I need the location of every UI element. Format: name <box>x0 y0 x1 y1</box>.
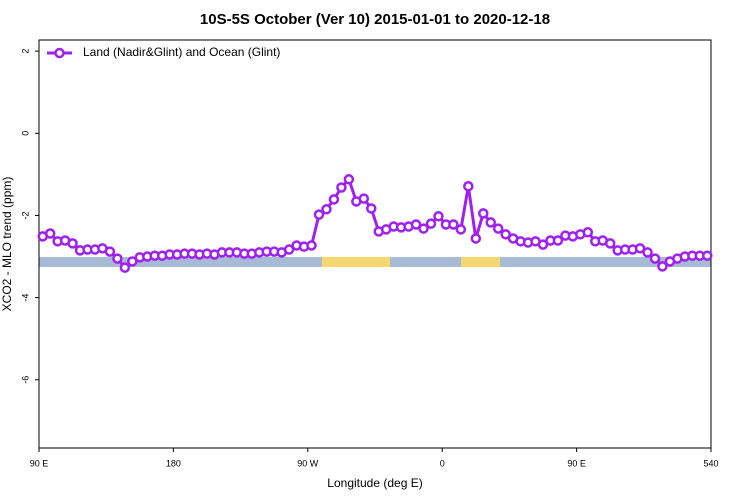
surface-strip <box>39 257 711 267</box>
data-point <box>702 250 713 261</box>
data-point <box>410 219 422 230</box>
data-point <box>418 223 429 234</box>
x-tick-label: 90 W <box>297 458 319 468</box>
data-point <box>283 244 295 255</box>
legend-marker <box>54 47 65 59</box>
data-point <box>649 253 661 264</box>
data-point <box>336 182 347 193</box>
data-point <box>604 238 616 249</box>
data-point <box>642 247 653 258</box>
y-tick-label: -6 <box>20 376 30 384</box>
data-point <box>492 223 504 234</box>
data-point <box>44 228 56 239</box>
chart-title: 10S-5S October (Ver 10) 2015-01-01 to 20… <box>200 11 550 28</box>
y-axis-title: XCO2 - MLO trend (ppm) <box>0 177 14 312</box>
data-point <box>67 238 78 249</box>
data-point <box>425 218 437 229</box>
land-strip <box>322 257 390 267</box>
x-tick-label: 90 E <box>567 458 586 468</box>
data-point <box>433 211 444 222</box>
data-point <box>485 217 496 228</box>
x-tick-label: 180 <box>166 458 181 468</box>
data-point <box>343 174 355 185</box>
data-point <box>448 219 459 230</box>
y-tick-label: 2 <box>20 49 30 54</box>
y-tick-label: 0 <box>20 131 30 136</box>
y-tick-label: -4 <box>20 294 30 302</box>
x-tick-label: 0 <box>440 458 445 468</box>
data-point <box>537 239 549 250</box>
data-point <box>582 227 594 238</box>
data-point <box>478 208 489 219</box>
data-point <box>470 233 482 244</box>
data-point <box>313 209 325 220</box>
data-point <box>366 203 377 214</box>
data-point <box>463 181 474 192</box>
data-point <box>321 204 332 215</box>
x-tick-label: 90 E <box>30 458 49 468</box>
plot-frame <box>38 39 712 449</box>
land-strip <box>461 257 500 267</box>
data-point <box>119 262 131 273</box>
x-tick-label: 540 <box>703 458 718 468</box>
data-point <box>112 253 123 264</box>
data-point <box>127 256 138 267</box>
data-point <box>500 229 511 240</box>
data-point <box>328 194 340 205</box>
data-point <box>358 193 370 204</box>
x-axis-title: Longitude (deg E) <box>327 476 422 490</box>
data-point <box>552 235 564 246</box>
y-tick-label: -2 <box>20 211 30 219</box>
data-point <box>104 246 116 257</box>
data-point <box>657 261 668 272</box>
data-point <box>306 240 317 251</box>
data-point <box>634 243 646 254</box>
data-point <box>455 224 467 235</box>
legend-label: Land (Nadir&Glint) and Ocean (Glint) <box>83 45 280 59</box>
